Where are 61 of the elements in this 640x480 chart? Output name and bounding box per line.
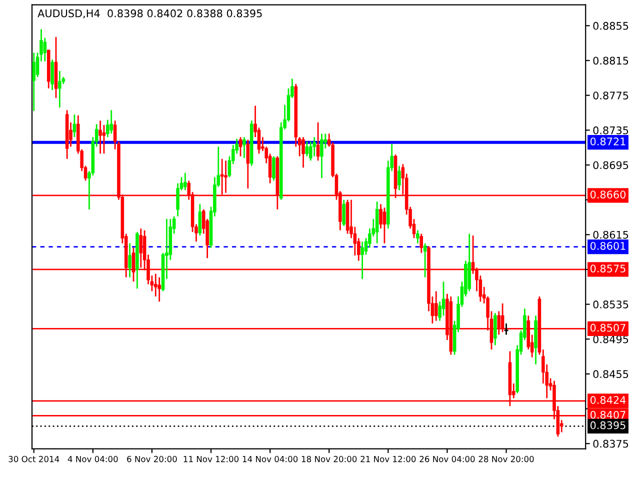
candlestick xyxy=(198,203,202,236)
x-tick-label: 30 Oct 2014 xyxy=(8,456,60,462)
candlestick xyxy=(494,312,497,346)
candlestick xyxy=(305,140,309,157)
candlestick xyxy=(382,206,386,244)
candlestick xyxy=(423,242,427,278)
candlestick xyxy=(434,290,438,322)
candlestick xyxy=(43,37,47,62)
candlestick xyxy=(32,52,36,112)
x-tick-label: 4 Nov 04:00 xyxy=(68,456,118,462)
candlestick xyxy=(316,122,320,162)
x-tick-label: 6 Nov 20:00 xyxy=(127,456,177,462)
candlestick xyxy=(246,139,250,190)
ref-line-label: 0.8395 xyxy=(590,421,626,430)
ref-line-label: 0.8575 xyxy=(590,264,626,272)
candlestick xyxy=(309,140,312,162)
ref-line-label: 0.8660 xyxy=(590,190,626,198)
y-tick-label: 0.8775 xyxy=(593,92,628,100)
candlestick xyxy=(312,136,316,157)
candlestick xyxy=(416,230,420,244)
candlestick xyxy=(504,322,508,336)
candlestick xyxy=(154,273,158,298)
candlestick xyxy=(50,58,54,91)
y-tick-label: 0.8535 xyxy=(593,300,628,308)
candlestick xyxy=(242,136,246,159)
ref-line-label: 0.8507 xyxy=(590,324,626,332)
x-tick-label: 14 Nov 04:00 xyxy=(242,456,298,462)
candlestick xyxy=(375,200,379,244)
candlestick xyxy=(72,114,76,138)
candlestick xyxy=(360,240,364,280)
y-tick-label: 0.8815 xyxy=(593,56,628,65)
candlestick xyxy=(98,120,102,154)
ref-line-label: 0.8407 xyxy=(590,410,626,419)
y-tick-label: 0.8695 xyxy=(593,161,628,170)
candlestick xyxy=(342,199,346,227)
candlestick xyxy=(128,242,132,278)
ref-line-label: 0.8424 xyxy=(590,396,626,404)
y-tick-label: 0.8615 xyxy=(593,230,628,239)
x-tick-label: 18 Nov 20:00 xyxy=(302,456,357,462)
x-tick-label: 26 Nov 04:00 xyxy=(420,456,475,462)
candlestick xyxy=(302,136,305,168)
ref-line-label: 0.8721 xyxy=(590,137,626,146)
candlestick xyxy=(420,233,424,254)
chart-title: AUDUSD,H4 0.8398 0.8402 0.8388 0.8395 xyxy=(38,9,262,18)
y-tick-label: 0.8855 xyxy=(593,22,628,30)
candlestick xyxy=(272,156,276,182)
candlestick xyxy=(110,109,113,134)
x-tick-label: 28 Nov 20:00 xyxy=(478,456,534,462)
y-tick-label: 0.8455 xyxy=(593,370,628,378)
candlestick xyxy=(238,136,242,157)
candlestick xyxy=(184,172,187,191)
y-tick-label: 0.8375 xyxy=(593,440,628,448)
x-tick-label: 21 Nov 12:00 xyxy=(360,456,416,462)
ref-line-label: 0.8601 xyxy=(590,242,626,250)
y-tick-label: 0.8735 xyxy=(593,126,628,134)
x-tick-label: 11 Nov 12:00 xyxy=(184,456,239,462)
candlestick xyxy=(398,165,401,191)
candlestick xyxy=(224,160,228,194)
candlestick xyxy=(58,70,62,108)
candlestick xyxy=(158,276,161,302)
candlestick xyxy=(320,132,324,179)
